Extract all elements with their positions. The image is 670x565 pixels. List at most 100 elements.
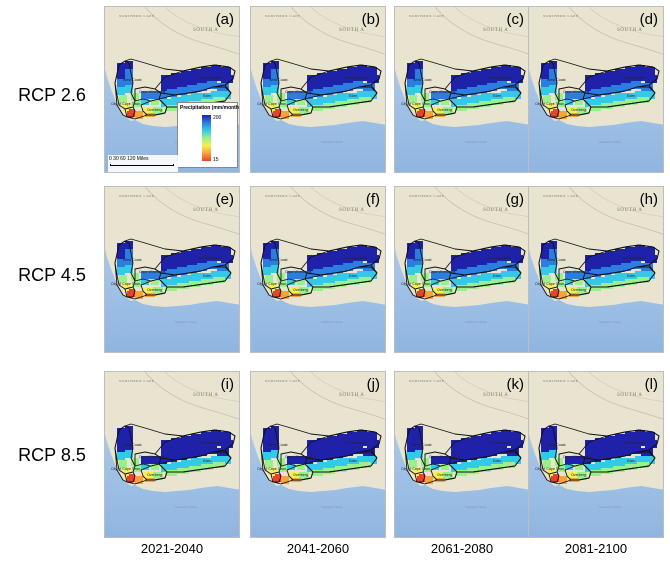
map-svg: NORTHERN CAPE SOUTH A West Coast Central… bbox=[251, 7, 385, 172]
precip-cell bbox=[425, 291, 433, 299]
precip-cell bbox=[577, 287, 587, 295]
ocean-label: Southern Ocean bbox=[321, 505, 343, 509]
road-line bbox=[434, 372, 529, 420]
eden-label: Eden bbox=[349, 459, 357, 463]
precip-cell bbox=[181, 251, 191, 259]
precip-cell bbox=[171, 277, 181, 285]
precip-cell bbox=[467, 283, 479, 289]
precip-cell bbox=[503, 277, 515, 283]
precip-cell bbox=[431, 464, 439, 470]
precip-cell bbox=[407, 267, 415, 275]
precip-cell bbox=[269, 468, 277, 476]
map-panel: NORTHERN CAPE SOUTH A West Coast Central… bbox=[104, 6, 240, 173]
precip-cell bbox=[211, 73, 221, 81]
precip-cell bbox=[357, 65, 367, 73]
precip-cell bbox=[307, 263, 317, 271]
precip-cell bbox=[357, 73, 367, 81]
precip-cell bbox=[125, 69, 133, 77]
panel-letter: (a) bbox=[215, 11, 234, 28]
ocean-label: Southern Ocean bbox=[599, 320, 621, 324]
precip-cell bbox=[211, 253, 221, 261]
precip-cell bbox=[213, 97, 225, 103]
precip-cell bbox=[201, 464, 213, 470]
map-svg: NORTHERN CAPE SOUTH A West Coast Central… bbox=[251, 187, 385, 352]
precip-cell bbox=[211, 65, 221, 73]
precip-cell bbox=[471, 251, 481, 259]
map-svg: NORTHERN CAPE SOUTH A West Coast Central… bbox=[105, 187, 239, 352]
precip-cell bbox=[611, 85, 621, 93]
eden-label: Eden bbox=[493, 94, 501, 98]
precip-cell bbox=[117, 251, 125, 259]
overberg-label: Overberg bbox=[293, 473, 308, 477]
precip-cell bbox=[327, 259, 337, 267]
precip-cell bbox=[467, 468, 479, 474]
precip-cell bbox=[605, 460, 615, 468]
precip-cell bbox=[347, 67, 357, 75]
precip-cell bbox=[221, 440, 233, 448]
precip-cell bbox=[637, 462, 649, 468]
road-line bbox=[588, 187, 663, 217]
precip-cell bbox=[541, 428, 549, 436]
precip-cell bbox=[595, 261, 605, 269]
precipitation-legend: Precipitation (mm/month) 200 15 bbox=[177, 102, 239, 168]
precip-cell bbox=[625, 432, 635, 440]
precip-cell bbox=[541, 267, 549, 275]
cape-winelands-label: Cape Winelands bbox=[429, 90, 456, 94]
precip-cell bbox=[601, 267, 611, 275]
precip-cell bbox=[221, 75, 233, 83]
precip-cell bbox=[141, 99, 149, 105]
cape-winelands-label: Cape Winelands bbox=[139, 270, 166, 274]
precip-cell bbox=[481, 458, 491, 466]
precip-cell bbox=[487, 263, 497, 271]
precip-cell bbox=[471, 436, 481, 444]
precip-cell bbox=[511, 91, 521, 99]
west-coast-label: West Coast bbox=[123, 258, 142, 262]
northern-cape-label: NORTHERN CAPE bbox=[543, 194, 579, 198]
precip-cell bbox=[549, 265, 557, 273]
precip-cell bbox=[201, 458, 211, 466]
west-coast-label: West Coast bbox=[547, 258, 566, 262]
precip-cell bbox=[409, 460, 417, 468]
precip-cell bbox=[601, 283, 613, 289]
cape-winelands-label: Cape Winelands bbox=[563, 270, 590, 274]
precip-cell bbox=[181, 259, 191, 267]
precip-cell bbox=[615, 434, 625, 442]
precip-cell bbox=[171, 446, 181, 454]
precip-cell bbox=[127, 111, 133, 117]
precip-cell bbox=[357, 438, 367, 446]
precip-cell bbox=[347, 75, 357, 83]
precip-cell bbox=[181, 79, 191, 87]
precip-cell bbox=[289, 287, 299, 295]
precip-cell bbox=[585, 255, 595, 263]
district-boundaries bbox=[538, 238, 660, 300]
precip-cell bbox=[125, 85, 133, 93]
precip-cell bbox=[501, 438, 511, 446]
precip-cell bbox=[263, 251, 271, 259]
precip-cell bbox=[337, 458, 347, 466]
map-svg: NORTHERN CAPE SOUTH A West Coast Central… bbox=[529, 187, 663, 352]
precip-cell bbox=[171, 438, 181, 446]
precip-cell bbox=[343, 83, 353, 91]
precip-cell bbox=[511, 432, 521, 440]
precip-cell bbox=[573, 91, 581, 99]
precip-cell bbox=[431, 99, 439, 105]
road-line bbox=[164, 187, 239, 217]
precip-cell bbox=[201, 75, 211, 83]
road-line bbox=[144, 187, 239, 235]
ocean-label: Southern Ocean bbox=[465, 505, 487, 509]
precip-cell bbox=[441, 279, 449, 285]
precip-cell bbox=[635, 430, 645, 438]
precip-cell bbox=[605, 275, 615, 283]
overberg-label: Overberg bbox=[147, 288, 162, 292]
precip-cell bbox=[153, 107, 163, 115]
cape-winelands-label: Cape Winelands bbox=[139, 90, 166, 94]
precip-cell bbox=[585, 440, 595, 448]
precip-cell bbox=[481, 257, 491, 265]
precip-cell bbox=[289, 107, 299, 115]
precip-cell bbox=[313, 269, 323, 277]
precip-cell bbox=[625, 67, 635, 75]
precip-cell bbox=[313, 454, 323, 462]
precip-cell bbox=[191, 434, 201, 442]
precip-cell bbox=[511, 67, 521, 75]
precip-cell bbox=[297, 279, 305, 285]
